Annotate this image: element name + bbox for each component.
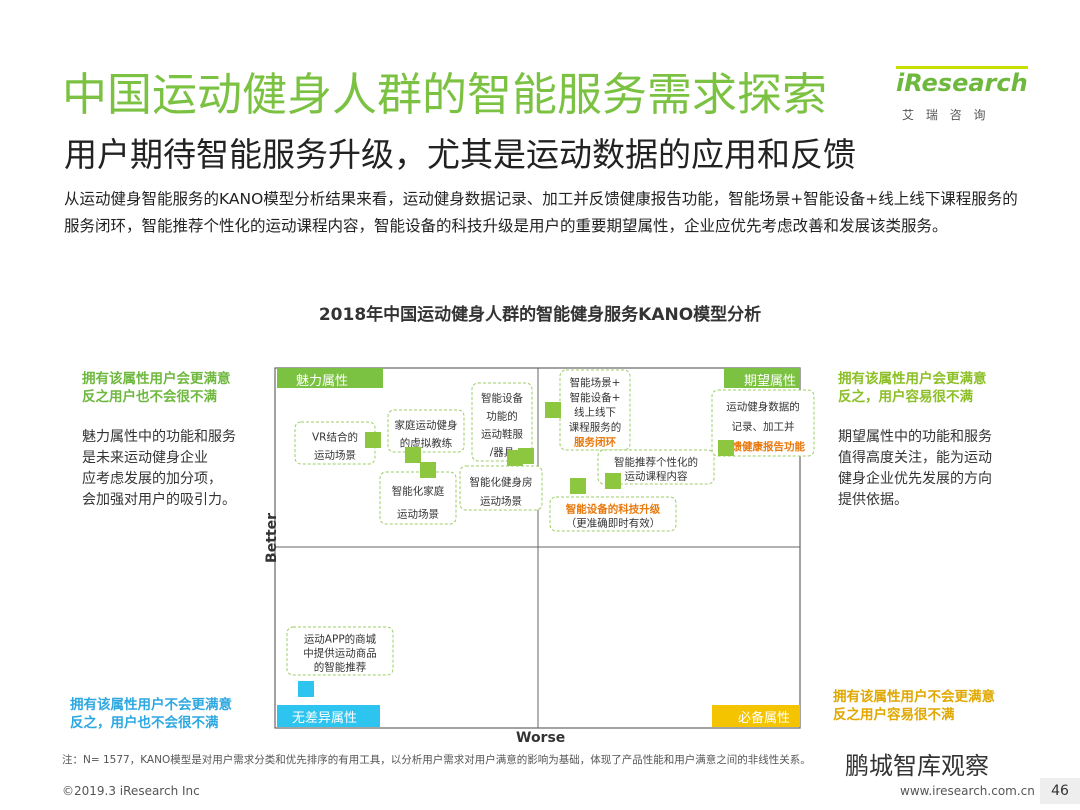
logo-sub: 艾 瑞 咨 询 <box>902 108 990 122</box>
quadrant-label: 必备属性 <box>738 711 791 726</box>
logo: iResearch <box>896 66 1028 97</box>
item-label: 反馈健康报告功能 <box>721 440 805 453</box>
item-label: 智能化健身房 <box>470 475 533 488</box>
item-box <box>459 465 543 511</box>
side-note: 拥有该属性用户会更满意 反之用户也不会很不满 <box>82 370 231 406</box>
side-note: 拥有该属性用户不会更满意 反之用户容易很不满 <box>833 688 995 724</box>
item-label: 运动鞋服 <box>481 428 523 441</box>
item-label: 智能场景+ <box>570 376 621 389</box>
y-axis-label: Better <box>263 513 280 563</box>
quadrant-label: 期望属性 <box>744 374 797 389</box>
item-label: 的智能推荐 <box>314 661 367 674</box>
item-label: 运动场景 <box>314 449 356 462</box>
item-box <box>471 382 533 462</box>
item-box <box>379 471 457 525</box>
note-line: 值得高度关注，能为运动 <box>838 450 992 466</box>
item-label: 运动场景 <box>480 494 522 507</box>
item-marker <box>298 681 314 697</box>
item-label: 运动健身数据的 <box>726 400 800 413</box>
item-label: 的虚拟教练 <box>400 437 453 450</box>
items: VR结合的运动场景家庭运动健身的虚拟教练智能化家庭运动场景智能设备功能的运动鞋服… <box>286 369 815 697</box>
quadrant-label: 无差异属性 <box>292 711 358 726</box>
item-label: 运动场景 <box>397 507 439 520</box>
side-note: 拥有该属性用户不会更满意 反之，用户也不会很不满 <box>70 696 232 732</box>
note-line: 提供依据。 <box>838 492 908 508</box>
item-label: 智能化家庭 <box>392 484 445 497</box>
note-line: 反之，用户容易很不满 <box>838 389 973 405</box>
note-line: 反之，用户也不会很不满 <box>70 715 219 731</box>
quadrant-tag <box>724 368 800 388</box>
note-line: 期望属性中的功能和服务 <box>838 429 992 445</box>
item-label: 课程服务的 <box>569 421 622 434</box>
note-line: 会加强对用户的吸引力。 <box>82 492 236 508</box>
note-line: 拥有该属性用户不会更满意 <box>70 697 232 713</box>
note-line: 应考虑发展的加分项， <box>82 471 222 487</box>
item-label: 智能设备的科技升级 <box>565 503 661 516</box>
item-marker <box>405 447 421 463</box>
item-label: 线上线下 <box>574 406 616 419</box>
item-box <box>549 496 677 532</box>
note-line: 魅力属性中的功能和服务 <box>82 429 236 445</box>
subtitle: 用户期待智能服务升级，尤其是运动数据的应用和反馈 <box>64 135 856 174</box>
item-label: 运动APP的商城 <box>304 633 377 646</box>
item-marker <box>605 473 621 489</box>
note-line: 反之用户也不会很不满 <box>82 389 217 405</box>
note-line: 是未来运动健身企业 <box>82 450 208 466</box>
diagram-title: 2018年中国运动健身人群的智能健身服务KANO模型分析 <box>318 305 762 325</box>
item-box <box>597 449 715 485</box>
item-label: 智能设备+ <box>570 391 621 404</box>
item-marker <box>518 448 534 464</box>
item-label: 智能推荐个性化的 <box>614 456 698 469</box>
item-box <box>711 389 815 457</box>
item-label: 中提供运动商品 <box>303 647 377 660</box>
side-note: 拥有该属性用户会更满意 反之，用户容易很不满 <box>838 370 987 406</box>
item-label: 家庭运动健身 <box>395 419 458 432</box>
note-line: 健身企业优先发展的方向 <box>838 471 992 487</box>
quadrant-tag <box>712 705 800 727</box>
item-marker <box>365 432 381 448</box>
quadrant-tag <box>277 368 383 388</box>
side-note: 魅力属性中的功能和服务 是未来运动健身企业 应考虑发展的加分项， 会加强对用户的吸引力… <box>82 427 236 511</box>
note-line: 反之用户容易很不满 <box>833 707 955 723</box>
item-label: 服务闭环 <box>574 435 616 448</box>
item-marker <box>718 440 734 456</box>
quadrant-tag <box>277 705 380 727</box>
item-box <box>286 626 394 676</box>
footnote: 注：N= 1577，KANO模型是对用户需求分类和优先排序的有用工具，以分析用户… <box>62 754 811 766</box>
page-number: 46 <box>1040 778 1080 804</box>
item-label: VR结合的 <box>312 431 358 444</box>
note-line: 拥有该属性用户会更满意 <box>838 371 987 387</box>
note-line: 拥有该属性用户会更满意 <box>82 371 231 387</box>
summary: 从运动健身智能服务的KANO模型分析结果来看，运动健身数据记录、加工并反馈健康报… <box>64 190 1018 235</box>
item-label: 运动课程内容 <box>625 470 688 483</box>
item-label: 记录、加工并 <box>732 420 795 433</box>
item-label: （更准确即时有效） <box>566 517 661 530</box>
title: 中国运动健身人群的智能服务需求探索 <box>62 68 828 121</box>
watermark: 鹏城智库观察 <box>845 746 989 781</box>
item-marker <box>420 462 436 478</box>
x-axis-label: Worse <box>516 730 566 746</box>
item-label: 功能的 <box>486 410 518 423</box>
copyright: ©2019.3 iResearch Inc <box>62 784 200 798</box>
item-box <box>387 409 465 453</box>
quadrant-label: 魅力属性 <box>296 374 349 389</box>
item-label: 智能设备 <box>481 392 523 405</box>
item-marker <box>570 478 586 494</box>
note-line: 拥有该属性用户不会更满意 <box>833 689 995 705</box>
side-note: 期望属性中的功能和服务 值得高度关注，能为运动 健身企业优先发展的方向 提供依据。 <box>838 427 992 511</box>
site: www.iresearch.com.cn <box>900 784 1035 798</box>
item-marker <box>545 402 561 418</box>
